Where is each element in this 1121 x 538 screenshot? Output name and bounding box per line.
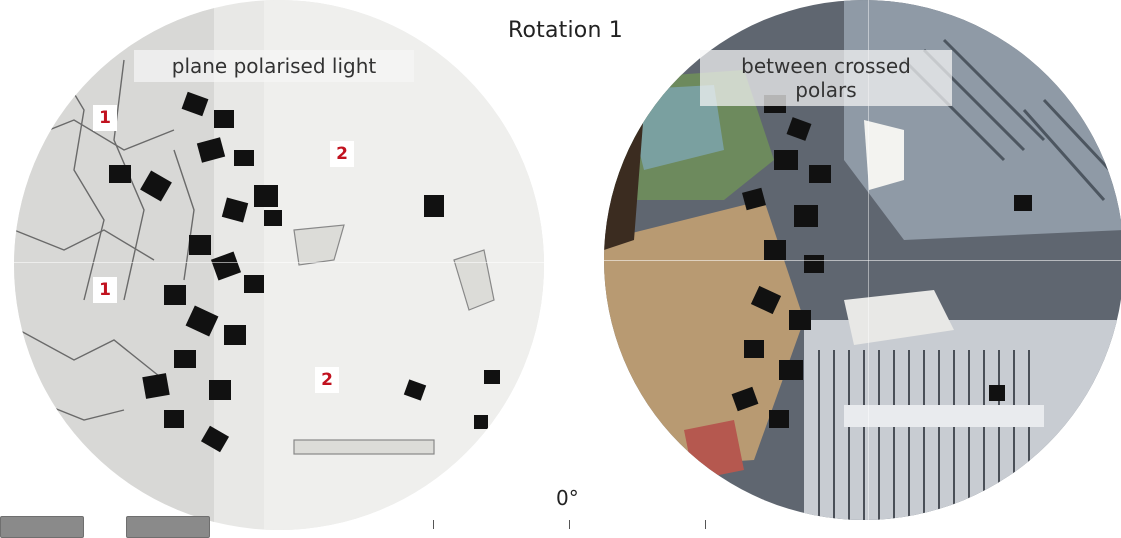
ppl-caption: plane polarised light	[134, 50, 414, 82]
marker-1-bottom: 1	[93, 277, 117, 303]
marker-2-top: 2	[330, 141, 354, 167]
rotation-scale-tick	[705, 520, 706, 529]
marker-2-bottom: 2	[315, 367, 339, 393]
title: Rotation 1	[508, 18, 623, 43]
xpl-caption: between crossed polars	[700, 50, 952, 106]
rotation-scale-tick	[433, 520, 434, 529]
rotation-scale-tick	[569, 520, 570, 529]
rotate-right-button[interactable]	[126, 516, 210, 538]
ppl-view	[14, 0, 544, 530]
xpl-crosshair-vertical	[868, 0, 869, 520]
marker-1-top: 1	[93, 105, 117, 131]
ppl-crosshair-horizontal	[14, 262, 544, 263]
rotation-angle-readout: 0°	[556, 486, 579, 510]
xpl-crosshair-horizontal	[604, 260, 1121, 261]
ppl-thin-section	[14, 0, 544, 530]
rotate-left-button[interactable]	[0, 516, 84, 538]
